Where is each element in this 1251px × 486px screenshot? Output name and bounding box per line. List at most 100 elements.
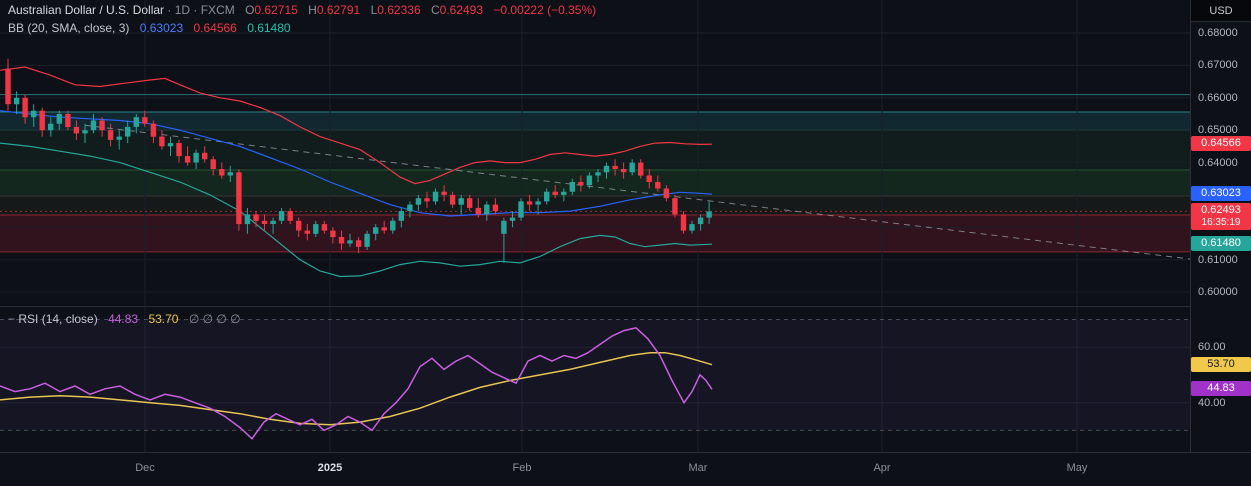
candle[interactable] xyxy=(261,220,268,224)
candle[interactable] xyxy=(159,136,165,147)
rsi-label[interactable]: RSI (14, close) xyxy=(18,312,98,326)
candle[interactable] xyxy=(432,191,439,202)
candle[interactable] xyxy=(390,220,396,231)
candle[interactable] xyxy=(31,110,37,118)
candle[interactable] xyxy=(236,172,242,225)
candle[interactable] xyxy=(219,169,225,176)
candle[interactable] xyxy=(663,188,669,199)
rsi-ma-line[interactable] xyxy=(0,351,713,426)
candle[interactable] xyxy=(697,217,704,225)
candle[interactable] xyxy=(441,191,447,195)
candle[interactable] xyxy=(5,68,11,105)
candle[interactable] xyxy=(552,191,558,195)
candle[interactable] xyxy=(133,117,139,127)
candle[interactable] xyxy=(167,143,174,147)
trendline[interactable] xyxy=(84,124,1190,260)
symbol-title[interactable]: Australian Dollar / U.S. Dollar xyxy=(8,3,165,17)
candle[interactable] xyxy=(655,182,661,189)
candle[interactable] xyxy=(544,191,550,202)
rsi-collapse-caret[interactable]: − xyxy=(8,312,16,326)
candle[interactable] xyxy=(415,198,422,205)
candle[interactable] xyxy=(561,191,567,195)
candle[interactable] xyxy=(646,175,652,183)
candle[interactable] xyxy=(578,182,584,186)
candle[interactable] xyxy=(313,224,319,234)
time-axis[interactable]: Dec 2025 Feb Mar Apr May xyxy=(0,452,1251,486)
candle[interactable] xyxy=(253,214,259,221)
candle[interactable] xyxy=(287,211,293,221)
candle[interactable] xyxy=(202,152,208,160)
candle[interactable] xyxy=(467,198,473,208)
candle[interactable] xyxy=(364,233,370,247)
candle[interactable] xyxy=(125,126,131,137)
candle[interactable] xyxy=(73,126,80,134)
candle[interactable] xyxy=(424,198,430,202)
candle[interactable] xyxy=(56,114,62,124)
candle[interactable] xyxy=(22,97,28,118)
time-axis-label: 2025 xyxy=(317,462,343,474)
candle[interactable] xyxy=(330,230,336,238)
price-chart[interactable] xyxy=(0,0,1190,452)
candle[interactable] xyxy=(227,172,233,176)
candle[interactable] xyxy=(321,224,328,231)
candle[interactable] xyxy=(595,172,601,176)
candle[interactable] xyxy=(509,217,516,221)
candle[interactable] xyxy=(107,130,114,140)
rsi-line[interactable] xyxy=(0,326,713,440)
candle[interactable] xyxy=(65,114,71,127)
candle[interactable] xyxy=(176,143,182,157)
candle[interactable] xyxy=(184,156,191,163)
bb-label[interactable]: BB (20, SMA, close, 3) xyxy=(8,21,130,35)
candle[interactable] xyxy=(449,194,456,205)
candle[interactable] xyxy=(193,152,199,163)
candle[interactable] xyxy=(99,120,105,131)
candle[interactable] xyxy=(680,214,687,231)
candle[interactable] xyxy=(304,230,310,234)
candle[interactable] xyxy=(501,220,507,234)
candle[interactable] xyxy=(338,237,345,244)
candle[interactable] xyxy=(569,182,575,192)
candle[interactable] xyxy=(484,204,490,215)
candle[interactable] xyxy=(278,211,285,221)
candle[interactable] xyxy=(355,240,362,247)
candle[interactable] xyxy=(620,169,627,173)
candle[interactable] xyxy=(535,201,541,205)
candle[interactable] xyxy=(586,175,593,186)
candle[interactable] xyxy=(612,165,618,169)
candle[interactable] xyxy=(518,201,524,218)
candle[interactable] xyxy=(210,159,216,169)
candle[interactable] xyxy=(373,227,379,234)
bb-lower-line[interactable] xyxy=(0,142,713,278)
bb-basis-line[interactable] xyxy=(0,110,713,217)
candle[interactable] xyxy=(672,198,678,215)
candle[interactable] xyxy=(39,110,45,131)
candle[interactable] xyxy=(638,162,644,176)
candle[interactable] xyxy=(407,204,413,212)
price-axis[interactable]: USD 0.68000 0.67000 0.66000 0.65000 0.64000 0… xyxy=(1190,0,1251,452)
candle[interactable] xyxy=(13,97,20,105)
candle[interactable] xyxy=(142,117,148,124)
candle[interactable] xyxy=(492,204,499,212)
candle[interactable] xyxy=(150,123,157,137)
bb-upper-line[interactable] xyxy=(0,66,713,185)
candle[interactable] xyxy=(82,130,88,134)
candle[interactable] xyxy=(296,220,302,231)
candle[interactable] xyxy=(48,123,54,131)
currency-unit-button[interactable]: USD xyxy=(1191,0,1251,22)
candle[interactable] xyxy=(347,240,353,244)
candle[interactable] xyxy=(475,207,481,215)
candle[interactable] xyxy=(603,165,610,173)
candle[interactable] xyxy=(381,227,387,231)
candle[interactable] xyxy=(689,224,695,231)
candle[interactable] xyxy=(458,198,464,205)
candle[interactable] xyxy=(90,120,97,131)
candle[interactable] xyxy=(116,136,122,140)
candles-layer[interactable] xyxy=(5,58,712,263)
candle[interactable] xyxy=(398,211,404,221)
candle[interactable] xyxy=(270,220,276,224)
candle[interactable] xyxy=(526,201,533,205)
candle[interactable] xyxy=(706,211,712,218)
candle[interactable] xyxy=(244,214,251,225)
pane-separator[interactable] xyxy=(0,306,1251,307)
candle[interactable] xyxy=(629,162,635,173)
